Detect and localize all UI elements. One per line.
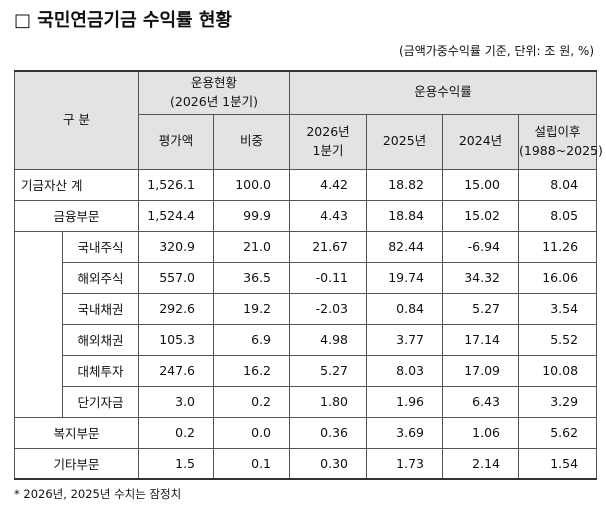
value-cell: 1,526.1 xyxy=(138,168,215,201)
value-cell: 1.96 xyxy=(366,385,444,418)
value-cell: 6.9 xyxy=(213,323,291,356)
value-cell: 82.44 xyxy=(366,230,444,263)
value-cell: 34.32 xyxy=(442,261,520,294)
value-cell: 3.77 xyxy=(366,323,444,356)
table-row: 국내채권 292.6 19.2 -2.03 0.84 5.27 3.54 xyxy=(15,292,598,325)
value-cell: 0.1 xyxy=(213,447,291,480)
value-cell: 247.6 xyxy=(138,354,215,387)
value-cell: 1.54 xyxy=(518,447,598,480)
value-cell: 21.0 xyxy=(213,230,291,263)
header-cell: 2026년 1분기 xyxy=(289,113,368,170)
table-row: 단기자금 3.0 0.2 1.80 1.96 6.43 3.29 xyxy=(15,385,598,418)
returns-table: 구 분 운용현황 (2026년 1분기) 운용수익률 평가액 비중 2026년 1분… xyxy=(13,70,603,480)
row-label: 복지부문 xyxy=(13,416,140,449)
value-cell: 557.0 xyxy=(138,261,215,294)
value-cell: 10.08 xyxy=(518,354,598,387)
table-row: 국내주식 320.9 21.0 21.67 82.44 -6.94 11.26 xyxy=(14,230,598,417)
value-cell: 2.14 xyxy=(442,447,520,480)
value-cell: 8.04 xyxy=(518,168,598,201)
header-cell: 운용현황 (2026년 1분기) xyxy=(138,70,291,115)
row-label: 기타부문 xyxy=(13,447,140,480)
value-cell: 17.09 xyxy=(442,354,520,387)
value-cell: 99.9 xyxy=(213,199,291,232)
value-cell: 18.84 xyxy=(366,199,444,232)
value-cell: 1.80 xyxy=(289,385,368,418)
value-cell: 0.2 xyxy=(138,416,215,449)
value-cell: 0.30 xyxy=(289,447,368,480)
header-cell: 2025년 xyxy=(366,113,444,170)
value-cell: 5.52 xyxy=(518,323,598,356)
table-row: 금융부문 1,524.4 99.9 4.43 18.84 15.02 8.05 xyxy=(13,199,598,232)
value-cell: 0.36 xyxy=(289,416,368,449)
table-row: 기금자산 계 1,526.1 100.0 4.42 18.82 15.00 8.04 xyxy=(13,168,598,201)
value-cell: 3.54 xyxy=(518,292,598,325)
value-cell: 5.27 xyxy=(289,354,368,387)
value-cell: 1.73 xyxy=(366,447,444,480)
value-cell: 16.06 xyxy=(518,261,598,294)
table-row: 기타부문 1.5 0.1 0.30 1.73 2.14 1.54 xyxy=(13,447,598,480)
value-cell: 19.74 xyxy=(366,261,444,294)
value-cell: 3.69 xyxy=(366,416,444,449)
value-cell: 11.26 xyxy=(518,230,598,263)
table-row: 해외주식 557.0 36.5 -0.11 19.74 34.32 16.06 xyxy=(15,261,598,294)
row-label: 금융부문 xyxy=(13,199,140,232)
title: □ 국민연금기금 수익률 현황 xyxy=(14,10,232,31)
value-cell: -6.94 xyxy=(442,230,520,263)
value-cell: 6.43 xyxy=(442,385,520,418)
unit-note: (금액가중수익률 기준, 단위: 조 원, %) xyxy=(398,44,594,58)
row-label: 해외주식 xyxy=(61,261,140,294)
header-cell: 운용수익률 xyxy=(289,70,598,115)
value-cell: 3.29 xyxy=(518,385,598,418)
row-label: 국내주식 xyxy=(61,230,140,263)
row-label: 국내채권 xyxy=(61,292,140,325)
value-cell: 292.6 xyxy=(138,292,215,325)
header-cell: 2024년 xyxy=(442,113,520,170)
row-label: 대체투자 xyxy=(61,354,140,387)
value-cell: 0.2 xyxy=(213,385,291,418)
footnote: * 2026년, 2025년 수치는 잠정치 xyxy=(14,487,182,501)
value-cell: 0.84 xyxy=(366,292,444,325)
value-cell: 18.82 xyxy=(366,168,444,201)
value-cell: 8.05 xyxy=(518,199,598,232)
row-label: 단기자금 xyxy=(61,385,140,418)
table-row: 대체투자 247.6 16.2 5.27 8.03 17.09 10.08 xyxy=(15,354,598,387)
value-cell: 100.0 xyxy=(213,168,291,201)
value-cell: 8.03 xyxy=(366,354,444,387)
value-cell: 21.67 xyxy=(289,230,368,263)
value-cell: 4.43 xyxy=(289,199,368,232)
indent-cell xyxy=(14,231,63,417)
value-cell: 320.9 xyxy=(138,230,215,263)
value-cell: 5.62 xyxy=(518,416,598,449)
value-cell: 5.27 xyxy=(442,292,520,325)
value-cell: 36.5 xyxy=(213,261,291,294)
value-cell: 4.98 xyxy=(289,323,368,356)
value-cell: 17.14 xyxy=(442,323,520,356)
value-cell: 0.0 xyxy=(213,416,291,449)
header-cell: 구 분 xyxy=(13,70,140,170)
table-row: 복지부문 0.2 0.0 0.36 3.69 1.06 5.62 xyxy=(13,416,598,449)
header-cell: 비중 xyxy=(213,113,291,170)
value-cell: 16.2 xyxy=(213,354,291,387)
value-cell: 1.5 xyxy=(138,447,215,480)
value-cell: 4.42 xyxy=(289,168,368,201)
row-label: 해외채권 xyxy=(61,323,140,356)
value-cell: 3.0 xyxy=(138,385,215,418)
value-cell: 15.02 xyxy=(442,199,520,232)
header-cell: 평가액 xyxy=(138,113,215,170)
row-label: 기금자산 계 xyxy=(13,168,140,201)
value-cell: 1,524.4 xyxy=(138,199,215,232)
header-cell: 설립이후 (1988~2025) xyxy=(518,113,603,170)
value-cell: -0.11 xyxy=(289,261,368,294)
value-cell: 19.2 xyxy=(213,292,291,325)
value-cell: 15.00 xyxy=(442,168,520,201)
value-cell: 105.3 xyxy=(138,323,215,356)
table-row: 해외채권 105.3 6.9 4.98 3.77 17.14 5.52 xyxy=(15,323,598,356)
value-cell: -2.03 xyxy=(289,292,368,325)
value-cell: 1.06 xyxy=(442,416,520,449)
